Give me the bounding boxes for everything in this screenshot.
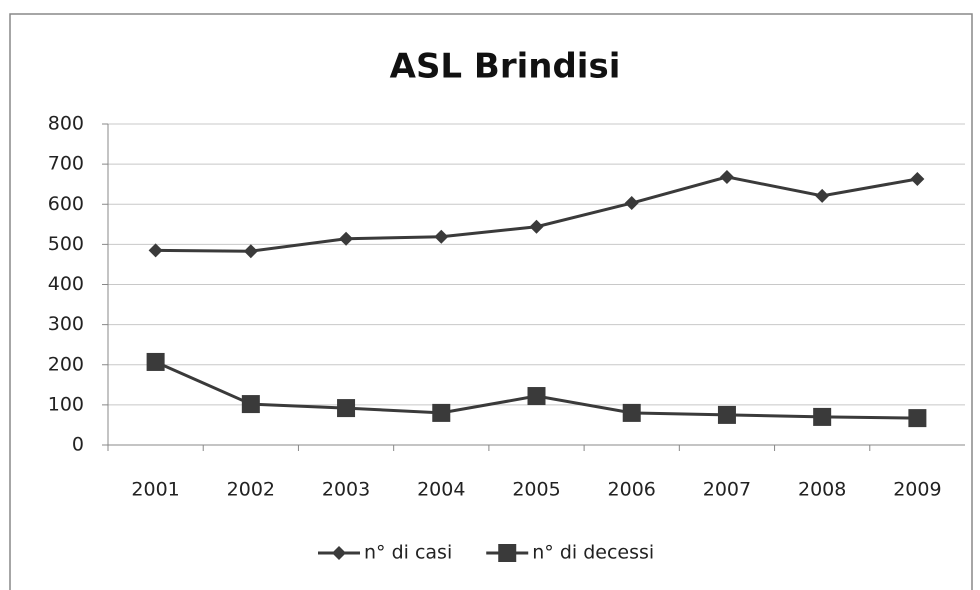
data-point — [717, 405, 736, 424]
y-tick-label: 800 — [48, 113, 84, 135]
data-point — [337, 399, 356, 418]
data-point — [529, 219, 544, 234]
data-point — [243, 244, 258, 259]
data-point — [146, 352, 165, 371]
y-tick-label: 500 — [48, 233, 84, 255]
y-tick-label: 400 — [48, 273, 84, 295]
data-point — [910, 171, 925, 186]
x-tick-label: 2003 — [322, 479, 370, 501]
x-tick-label: 2007 — [703, 479, 751, 501]
data-point — [813, 407, 832, 426]
y-tick-label: 300 — [48, 313, 84, 335]
x-tick-label: 2005 — [512, 479, 560, 501]
y-tick-label: 100 — [48, 393, 84, 415]
x-tick-label: 2009 — [893, 479, 941, 501]
data-point — [624, 196, 639, 211]
x-tick-label: 2002 — [227, 479, 275, 501]
data-point — [908, 409, 927, 428]
y-tick-label: 600 — [48, 193, 84, 215]
data-point — [148, 243, 163, 258]
data-point — [339, 231, 354, 246]
x-tick-label: 2001 — [131, 479, 179, 501]
x-tick-label: 2006 — [608, 479, 656, 501]
chart-frame — [9, 13, 973, 590]
data-point — [432, 403, 451, 422]
legend-marker — [498, 544, 517, 562]
y-tick-label: 700 — [48, 153, 84, 175]
x-tick-label: 2008 — [798, 479, 846, 501]
y-tick-label: 0 — [72, 434, 84, 456]
chart-title: ASL Brindisi — [390, 47, 621, 87]
legend-marker — [332, 546, 346, 560]
data-point — [815, 188, 830, 203]
legend-label: n° di decessi — [532, 542, 654, 564]
data-point — [434, 229, 449, 244]
data-point — [622, 403, 641, 422]
data-point — [241, 395, 260, 414]
data-point — [527, 387, 546, 406]
legend-label: n° di casi — [364, 542, 452, 564]
x-tick-label: 2004 — [417, 479, 465, 501]
data-point — [719, 169, 734, 184]
y-tick-label: 200 — [48, 353, 84, 375]
